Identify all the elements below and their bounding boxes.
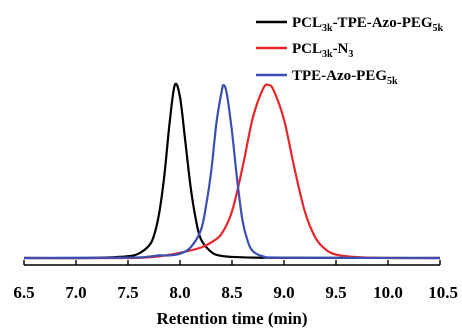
x-tick-label-6: 9.0 xyxy=(273,283,294,302)
x-tick-label-2: 7.0 xyxy=(65,283,86,302)
series-line-3 xyxy=(23,83,441,260)
x-axis-ticks: 6.5 7.0 7.5 8.0 8.5 9.0 9.5 10.0 10.5 xyxy=(13,260,458,302)
x-axis-title: Retention time (min) xyxy=(156,309,307,328)
legend-label-2: PCL3k-N3 xyxy=(292,41,353,60)
x-tick-label-8: 10.0 xyxy=(373,283,403,302)
x-tick-label-1: 6.5 xyxy=(13,283,34,302)
x-tick-label-7: 9.5 xyxy=(325,283,346,302)
x-tick-label-3: 7.5 xyxy=(117,283,138,302)
series-line-2 xyxy=(23,83,441,260)
chart-curves xyxy=(23,82,441,260)
series-line-1 xyxy=(23,82,441,260)
x-axis: 6.5 7.0 7.5 8.0 8.5 9.0 9.5 10.0 10.5 xyxy=(13,260,458,302)
legend-label-3: TPE-Azo-PEG5k xyxy=(292,68,398,87)
x-tick-label-4: 8.0 xyxy=(169,283,190,302)
x-tick-label-5: 8.5 xyxy=(221,283,242,302)
legend-label-1: PCL3k-TPE-Azo-PEG5k xyxy=(292,15,444,34)
x-tick-label-9: 10.5 xyxy=(428,283,458,302)
legend: PCL3k-TPE-Azo-PEG5k PCL3k-N3 TPE-Azo-PEG5k xyxy=(256,15,444,87)
